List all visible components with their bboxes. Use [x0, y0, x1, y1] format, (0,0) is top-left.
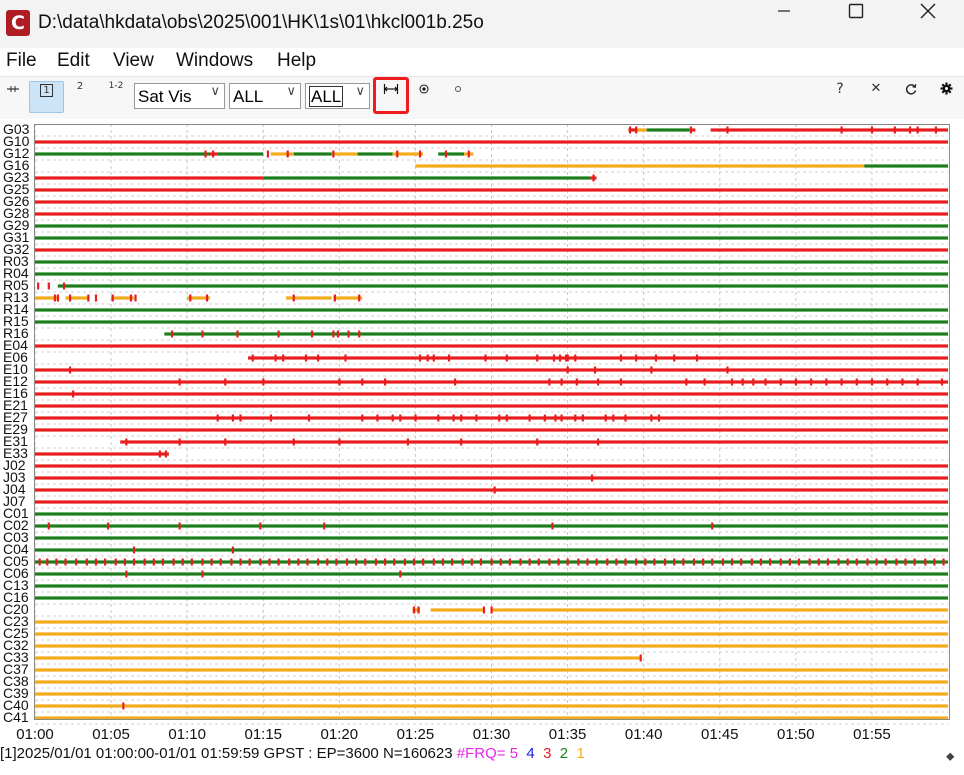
status-bar: [1]2025/01/01 01:00:00-01/01 01:59:59 GP…	[0, 745, 964, 769]
plot-frame	[34, 124, 950, 720]
x-tick-label: 01:50	[777, 726, 815, 743]
x-tick-label: 01:10	[168, 726, 206, 743]
x-tick-label: 01:05	[92, 726, 130, 743]
x-tick-label: 01:55	[853, 726, 891, 743]
x-tick-label: 01:30	[473, 726, 511, 743]
x-tick-label: 01:25	[397, 726, 435, 743]
x-tick-label: 01:20	[321, 726, 359, 743]
frq2-label: 2	[560, 745, 568, 762]
x-tick-label: 01:40	[625, 726, 663, 743]
x-tick-label: 01:15	[244, 726, 282, 743]
frq5-label: 5	[510, 745, 518, 762]
x-tick-label: 01:00	[16, 726, 54, 743]
frq4-label: 4	[526, 745, 534, 762]
status-more-icon[interactable]: ⬥	[946, 749, 954, 764]
x-tick-label: 01:35	[549, 726, 587, 743]
frq-label: #FRQ=	[457, 745, 506, 762]
frq1-label: 1	[576, 745, 584, 762]
satellite-label: C41	[3, 710, 29, 724]
frq3-label: 3	[543, 745, 551, 762]
x-tick-label: 01:45	[701, 726, 739, 743]
status-text: [1]2025/01/01 01:00:00-01/01 01:59:59 GP…	[0, 745, 457, 762]
